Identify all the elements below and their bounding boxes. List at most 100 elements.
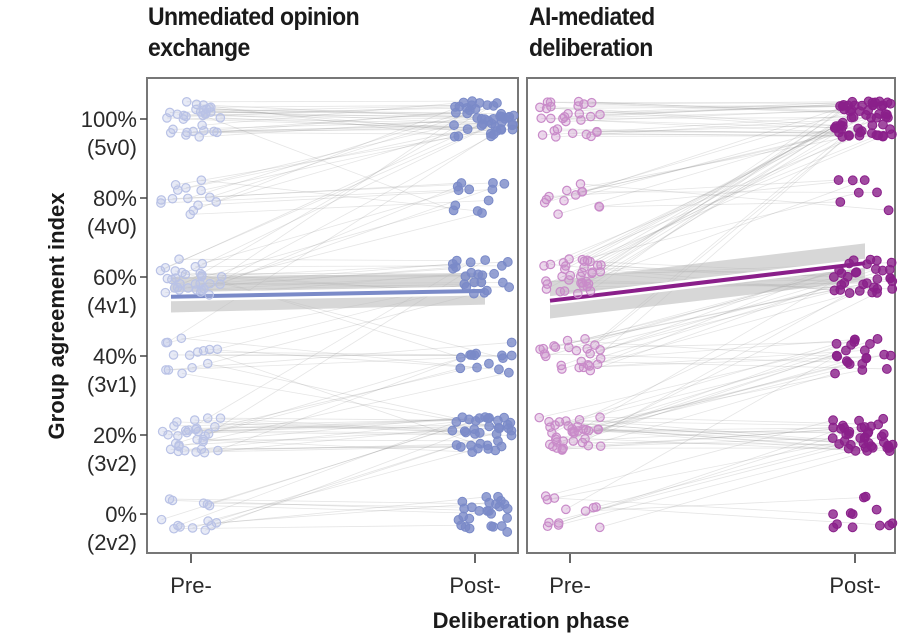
post-point (502, 527, 513, 537)
pre-point (193, 426, 203, 437)
trajectory-line (582, 179, 865, 284)
post-point (470, 104, 481, 114)
trajectory-line (585, 497, 864, 512)
post-point (844, 426, 855, 437)
post-point (469, 288, 479, 299)
pre-point (539, 197, 550, 208)
post-point (880, 109, 891, 119)
post-point (447, 425, 458, 436)
trajectory-line (558, 441, 884, 526)
post-point (453, 185, 464, 196)
trajectory-line (592, 105, 863, 273)
trajectory-line (600, 105, 873, 115)
trajectory-line (556, 427, 862, 449)
trajectory-line (176, 421, 466, 433)
post-point (502, 503, 513, 514)
trajectory-line (546, 105, 843, 109)
trajectory-line (554, 497, 834, 515)
panel-title-unmediated: Unmediated opinion exchange (148, 3, 360, 62)
trajectory-line (564, 102, 888, 118)
post-point (833, 175, 844, 185)
group-trajectories (160, 100, 514, 531)
pre-point (594, 202, 605, 212)
trajectory-line (590, 101, 853, 292)
pre-point (212, 127, 222, 138)
trajectory-line (178, 372, 509, 447)
pre-point (551, 132, 561, 142)
y-axis: 100% (5v0) 80% (4v0) 60% (4v1) 40% (3v1) 20% (3v2… (81, 107, 147, 555)
trajectory-line (590, 268, 876, 371)
pre-point (202, 358, 213, 369)
trajectory-line (194, 419, 480, 434)
trajectory-line (549, 421, 864, 444)
pre-point (582, 343, 592, 354)
post-point (465, 257, 476, 268)
trajectory-line (206, 108, 501, 117)
post-point (830, 368, 840, 379)
trajectory-line (548, 179, 839, 197)
pre-point (548, 441, 558, 452)
post-point (474, 427, 485, 438)
trajectory-line (204, 422, 511, 454)
pre-point (215, 413, 226, 423)
post-point (828, 272, 839, 282)
panel-frame (526, 77, 896, 554)
post-point (459, 426, 470, 437)
trajectory-line (600, 437, 833, 447)
y-tick-label: 20% (93, 423, 137, 448)
post-point (842, 271, 853, 282)
trajectory-line (185, 425, 490, 432)
trajectory-line (169, 104, 472, 113)
pre-point (156, 195, 167, 205)
post-point (835, 197, 846, 207)
pre-point (592, 260, 603, 271)
pre-point (165, 107, 175, 118)
post-point (886, 129, 897, 140)
post-point (828, 522, 839, 533)
trajectory-line (547, 101, 891, 105)
trajectory-line (578, 363, 850, 432)
trajectory-line (219, 186, 458, 285)
y-tick-label: 80% (93, 186, 137, 211)
y-tick-label: 60% (93, 265, 137, 290)
pre-point (183, 283, 193, 293)
trajectory-line (577, 122, 843, 294)
pre-point (185, 209, 196, 220)
pre-point (160, 287, 171, 298)
trajectory-line (599, 445, 889, 528)
pre-point (547, 428, 557, 438)
trajectory-line (200, 135, 492, 293)
post-point (844, 130, 854, 141)
pre-point (172, 185, 183, 195)
pre-point (542, 279, 553, 289)
trajectory-line (546, 124, 884, 200)
pre-point (200, 525, 211, 536)
pre-point (216, 271, 227, 282)
pre-point (215, 279, 225, 290)
trajectory-line (562, 425, 872, 450)
pre-point (196, 444, 207, 455)
post-point (841, 345, 851, 356)
post-point (481, 285, 492, 296)
trajectory-line (173, 419, 470, 427)
trajectory-line (168, 355, 512, 371)
pre-point (197, 120, 207, 131)
trajectory-line (203, 109, 513, 126)
trajectory-line (579, 104, 855, 115)
pre-point (595, 412, 605, 423)
pre-point (172, 417, 182, 427)
trajectory-line (600, 289, 841, 351)
post-point (872, 287, 882, 298)
post-point (484, 421, 495, 432)
pre-point (205, 107, 216, 117)
y-tick-sublabel: (5v0) (87, 135, 137, 160)
post-point (872, 274, 883, 284)
post-point (499, 412, 510, 423)
post-point (472, 362, 482, 373)
trajectory-line (598, 429, 868, 434)
trajectory-line (166, 117, 492, 124)
post-point (885, 273, 896, 284)
pre-point (580, 334, 590, 344)
pre-point (163, 365, 174, 375)
pre-point (595, 345, 605, 355)
